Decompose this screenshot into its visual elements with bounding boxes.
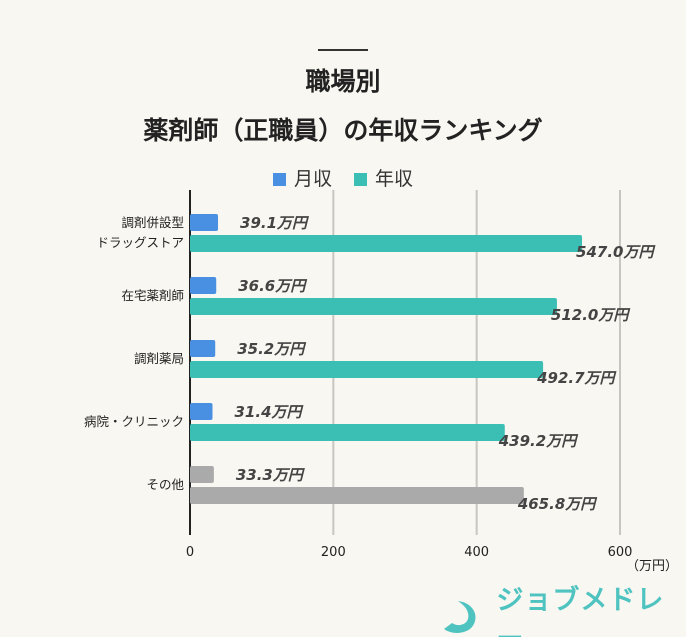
category-label: ドラッグストア — [96, 235, 184, 250]
bar-monthly — [190, 340, 216, 357]
logo-mark-icon — [444, 601, 476, 633]
bar-annual — [190, 235, 583, 252]
data-label-annual: 547.0万円 — [576, 243, 656, 261]
data-label-monthly: 39.1万円 — [240, 214, 310, 232]
data-label-monthly: 36.6万円 — [238, 277, 308, 295]
legend-label: 年収 — [375, 168, 414, 190]
x-tick-label: 400 — [464, 545, 489, 560]
x-unit-label: （万円） — [626, 559, 678, 574]
category-label: 調剤併設型 — [121, 215, 184, 230]
category-label: 調剤薬局 — [134, 351, 184, 366]
category-label: その他 — [146, 477, 184, 492]
bar-annual — [190, 361, 544, 378]
data-label-annual: 439.2万円 — [498, 432, 579, 450]
data-label-annual: 465.8万円 — [517, 495, 598, 513]
bar-monthly — [190, 466, 214, 483]
bar-annual — [190, 298, 557, 315]
legend-item-monthly: 月収 — [272, 164, 332, 191]
data-label-monthly: 31.4万円 — [235, 403, 305, 421]
bar-monthly — [190, 277, 217, 294]
legend: 月収 年収 — [0, 164, 686, 191]
legend-item-annual: 年収 — [354, 164, 413, 191]
bar-monthly — [190, 214, 219, 231]
data-label-monthly: 35.2万円 — [237, 340, 307, 358]
bar-annual — [190, 487, 524, 504]
data-label-monthly: 33.3万円 — [236, 466, 306, 484]
chart-title-line2: 薬剤師（正職員）の年収ランキング — [143, 116, 543, 145]
data-label-annual: 492.7万円 — [536, 369, 617, 387]
legend-swatch — [354, 173, 367, 186]
category-label: 病院・クリニック — [84, 414, 184, 429]
bar-annual — [190, 424, 505, 441]
legend-label: 月収 — [293, 168, 332, 190]
data-label-annual: 512.0万円 — [551, 306, 631, 324]
chart-title-line1: 職場別 — [305, 67, 381, 96]
logo: ジョブメドレー — [440, 578, 686, 637]
legend-swatch — [272, 173, 286, 186]
x-tick-label: 600 — [608, 545, 633, 560]
x-tick-label: 200 — [321, 545, 346, 560]
x-tick-label: 0 — [186, 545, 194, 560]
bar-monthly — [190, 403, 213, 420]
logo-text: ジョブメドレー — [496, 585, 665, 637]
title-rule — [318, 49, 368, 51]
category-label: 在宅薬剤師 — [121, 288, 184, 303]
